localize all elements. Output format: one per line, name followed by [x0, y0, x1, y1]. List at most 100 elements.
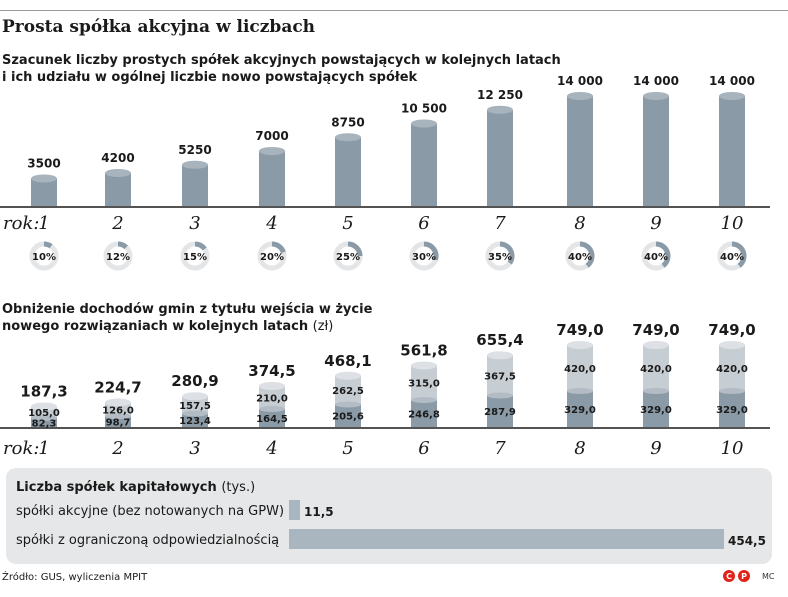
chart2-bar-top — [411, 361, 437, 370]
chart1-tick-label: 2 — [111, 213, 123, 234]
chart2-bar-joint — [719, 387, 745, 394]
chart2-lower-label: 329,0 — [640, 405, 672, 416]
chart2-upper-label: 126,0 — [102, 405, 134, 416]
chart2-bar-top — [335, 371, 361, 380]
chart1-bar-top — [411, 119, 437, 128]
chart2-total-label: 374,5 — [248, 362, 295, 380]
source-note: Źródło: GUS, wyliczenia MPIT — [2, 572, 148, 583]
chart1-share-label: 15% — [183, 252, 207, 263]
chart2-total-label: 280,9 — [171, 372, 218, 390]
chart1-share-label: 10% — [32, 252, 56, 263]
chart2-bar-top — [31, 402, 57, 411]
chart1-share-label: 40% — [568, 252, 592, 263]
chart1-value-label: 7000 — [255, 129, 288, 143]
chart2-bar-lower — [567, 390, 593, 427]
chart2-tick-label: 1 — [38, 438, 49, 459]
chart1-bar — [411, 123, 437, 206]
chart2-upper-label: 367,5 — [484, 371, 516, 382]
chart2-lower-label: 329,0 — [564, 405, 596, 416]
chart2-bar-joint — [31, 414, 57, 421]
chart1-bar — [567, 96, 593, 206]
chart1-subtitle-line2: i ich udziału w ogólnej liczbie nowo pow… — [2, 70, 418, 85]
chart1-value-label: 14 000 — [633, 74, 679, 88]
chart1-share-arc — [423, 241, 439, 261]
chart2-bar-upper — [335, 375, 361, 405]
panel-title-text: Liczba spółek kapitałowych — [16, 480, 217, 495]
hbar-sa — [289, 500, 300, 520]
chart2-bar-lower — [643, 390, 669, 427]
chart1-bar-top — [105, 169, 131, 177]
chart1-share-arc — [271, 241, 286, 254]
chart1-share-arc — [43, 241, 53, 249]
top-rule — [0, 10, 788, 11]
chart1-tick-label: 8 — [574, 213, 585, 234]
chart2-tick-label: 9 — [650, 438, 661, 459]
chart2-bar-joint — [411, 396, 437, 403]
chart1-bar — [182, 164, 208, 206]
panel-unit: (tys.) — [221, 480, 256, 495]
chart2-bar-joint — [259, 405, 285, 412]
chart2-bar-top — [105, 398, 131, 407]
chart1-tick-label: 7 — [494, 213, 506, 234]
chart1-share-label: 35% — [488, 252, 512, 263]
chart1-share-arc — [499, 241, 515, 265]
chart2-total-label: 224,7 — [94, 378, 141, 396]
chart2-upper-label: 420,0 — [640, 364, 672, 375]
hbar-value-sa: 11,5 — [304, 505, 334, 519]
chart1-bar — [643, 96, 669, 206]
chart2-tick-label: 8 — [574, 438, 585, 459]
chart2-bar-upper — [31, 406, 57, 418]
chart1-share-label: 40% — [720, 252, 744, 263]
chart2-tick-label: 6 — [418, 438, 429, 459]
chart1-value-label: 4200 — [101, 151, 134, 165]
chart1-share-label: 30% — [412, 252, 436, 263]
chart2-bar-upper — [411, 365, 437, 400]
chart2-total-label: 749,0 — [556, 321, 603, 339]
chart2-tick-label: 5 — [342, 438, 353, 459]
chart1-share-label: 12% — [106, 252, 130, 263]
chart2-axis-label: rok: — [3, 438, 39, 459]
chart1-bar — [719, 96, 745, 206]
chart2-lower-label: 82,3 — [32, 418, 57, 429]
chart2-unit: (zł) — [312, 319, 334, 334]
chart1-tick-label: 9 — [650, 213, 661, 234]
chart2-bar-lower — [719, 390, 745, 427]
chart2-lower-label: 329,0 — [716, 405, 748, 416]
chart2-lower-label: 287,9 — [484, 407, 516, 418]
chart1-bar — [335, 137, 361, 206]
chart2-bar-joint — [643, 387, 669, 394]
chart1-tick-label: 1 — [38, 213, 49, 234]
chart2-bar-joint — [487, 392, 513, 399]
svg-text:P: P — [741, 572, 747, 581]
chart1-tick-label: 10 — [721, 213, 744, 234]
chart2-bar-top — [567, 341, 593, 349]
chart1-share-arc — [731, 241, 747, 268]
chart2-bar-lower — [259, 408, 285, 427]
chart2-upper-label: 262,5 — [332, 386, 364, 397]
chart2-bar-lower — [487, 395, 513, 427]
page-title: Prosta spółka akcyjna w liczbach — [2, 17, 316, 37]
chart2-upper-label: 210,0 — [256, 393, 288, 404]
chart2-bar-top — [643, 341, 669, 349]
chart1-bar-top — [643, 92, 669, 100]
chart2-total-label: 468,1 — [324, 352, 371, 370]
chart2-lower-label: 246,8 — [408, 409, 440, 420]
chart2-bar-upper — [487, 355, 513, 396]
chart2-total-label: 655,4 — [476, 331, 523, 349]
chart2-tick-label: 2 — [111, 438, 123, 459]
chart2-total-label: 749,0 — [632, 321, 679, 339]
chart1-bar-top — [719, 92, 745, 100]
chart1-value-label: 5250 — [178, 143, 211, 157]
chart1-bar — [31, 178, 57, 206]
chart2-upper-label: 420,0 — [716, 364, 748, 375]
chart2-subtitle-line2: nowego rozwiązaniach w kolejnych latach … — [2, 318, 333, 335]
chart1-value-label: 10 500 — [401, 102, 447, 116]
chart1-share-arc — [579, 241, 595, 268]
chart2-bar-joint — [335, 401, 361, 408]
chart2-total-label: 749,0 — [708, 321, 755, 339]
panel-title: Liczba spółek kapitałowych (tys.) — [16, 480, 255, 495]
chart2-bar-upper — [643, 345, 669, 391]
chart2-tick-label: 10 — [721, 438, 744, 459]
chart1-share-arc — [347, 241, 363, 257]
hbar-label-spzoo: spółki z ograniczoną odpowiedzialnością — [16, 533, 280, 548]
